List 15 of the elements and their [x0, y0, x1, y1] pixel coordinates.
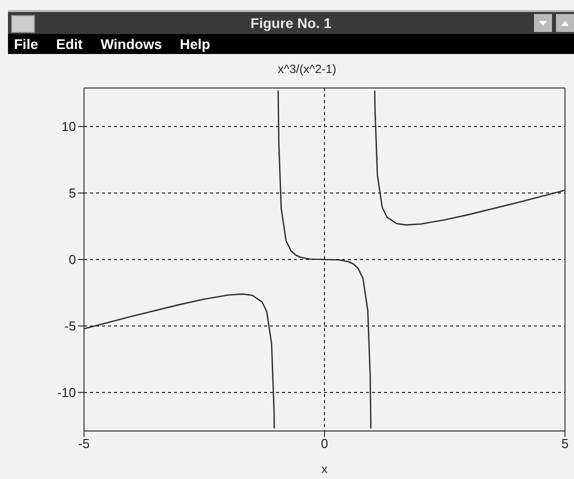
chart-title: x^3/(x^2-1) [278, 62, 336, 76]
y-tick-label: 5 [68, 186, 76, 201]
text: Figure No. 1 [250, 15, 332, 31]
text: Windows [100, 35, 162, 54]
y-tick-label: 0 [68, 252, 76, 268]
x-axis-title: x [322, 462, 328, 476]
text: Edit [56, 35, 83, 54]
x-tick-label: -5 [78, 436, 90, 452]
x-tick-label: 5 [561, 436, 569, 452]
text: File [14, 35, 38, 54]
y-tick-label: -10 [57, 385, 76, 400]
y-tick-label: 10 [62, 119, 76, 134]
x-tick-label: 0 [320, 436, 328, 452]
y-tick-label: -5 [64, 318, 76, 334]
text: Help [180, 35, 210, 54]
